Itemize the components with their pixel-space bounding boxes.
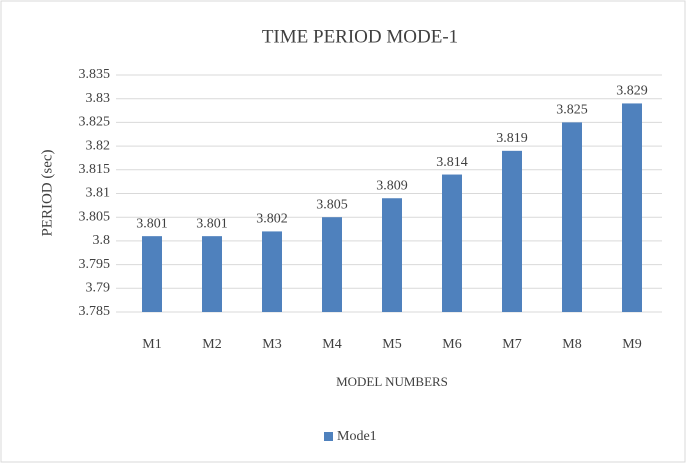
legend-label: Mode1 — [337, 429, 377, 444]
bar — [442, 174, 462, 312]
x-axis-title: MODEL NUMBERS — [336, 374, 448, 389]
data-label: 3.809 — [376, 178, 408, 193]
y-tick-label: 3.81 — [86, 186, 111, 201]
x-tick-label: M8 — [562, 337, 581, 352]
y-tick-label: 3.825 — [79, 115, 111, 130]
bar — [502, 150, 522, 312]
data-label: 3.805 — [316, 197, 348, 212]
data-label: 3.819 — [496, 131, 528, 146]
y-tick-label: 3.83 — [86, 91, 111, 106]
y-tick-label: 3.815 — [79, 162, 111, 177]
bar — [142, 236, 162, 312]
x-tick-label: M1 — [142, 337, 161, 352]
data-label: 3.829 — [616, 84, 648, 99]
bar — [322, 217, 342, 312]
data-label: 3.801 — [196, 216, 228, 231]
x-tick-label: M4 — [322, 337, 341, 352]
bar — [202, 236, 222, 312]
y-axis-title: PERIOD (sec) — [39, 149, 55, 236]
x-tick-label: M7 — [502, 337, 521, 352]
bar — [562, 122, 582, 313]
legend-swatch — [324, 432, 333, 441]
y-tick-label: 3.8 — [93, 233, 111, 248]
x-tick-label: M3 — [262, 337, 281, 352]
data-label: 3.814 — [436, 155, 468, 170]
y-tick-label: 3.785 — [79, 304, 111, 319]
x-tick-label: M5 — [382, 337, 401, 352]
y-tick-label: 3.835 — [79, 67, 111, 82]
data-label: 3.802 — [256, 212, 288, 227]
y-tick-label: 3.805 — [79, 209, 111, 224]
bar — [262, 231, 282, 312]
data-label: 3.801 — [136, 216, 168, 231]
chart-title: TIME PERIOD MODE-1 — [262, 26, 458, 47]
x-tick-label: M6 — [442, 337, 461, 352]
x-tick-label: M9 — [622, 337, 641, 352]
y-tick-label: 3.79 — [86, 281, 111, 296]
x-tick-label: M2 — [202, 337, 221, 352]
bar — [622, 103, 642, 312]
y-tick-label: 3.82 — [86, 138, 111, 153]
y-tick-label: 3.795 — [79, 257, 111, 272]
bar — [382, 198, 402, 312]
data-label: 3.825 — [556, 103, 588, 118]
